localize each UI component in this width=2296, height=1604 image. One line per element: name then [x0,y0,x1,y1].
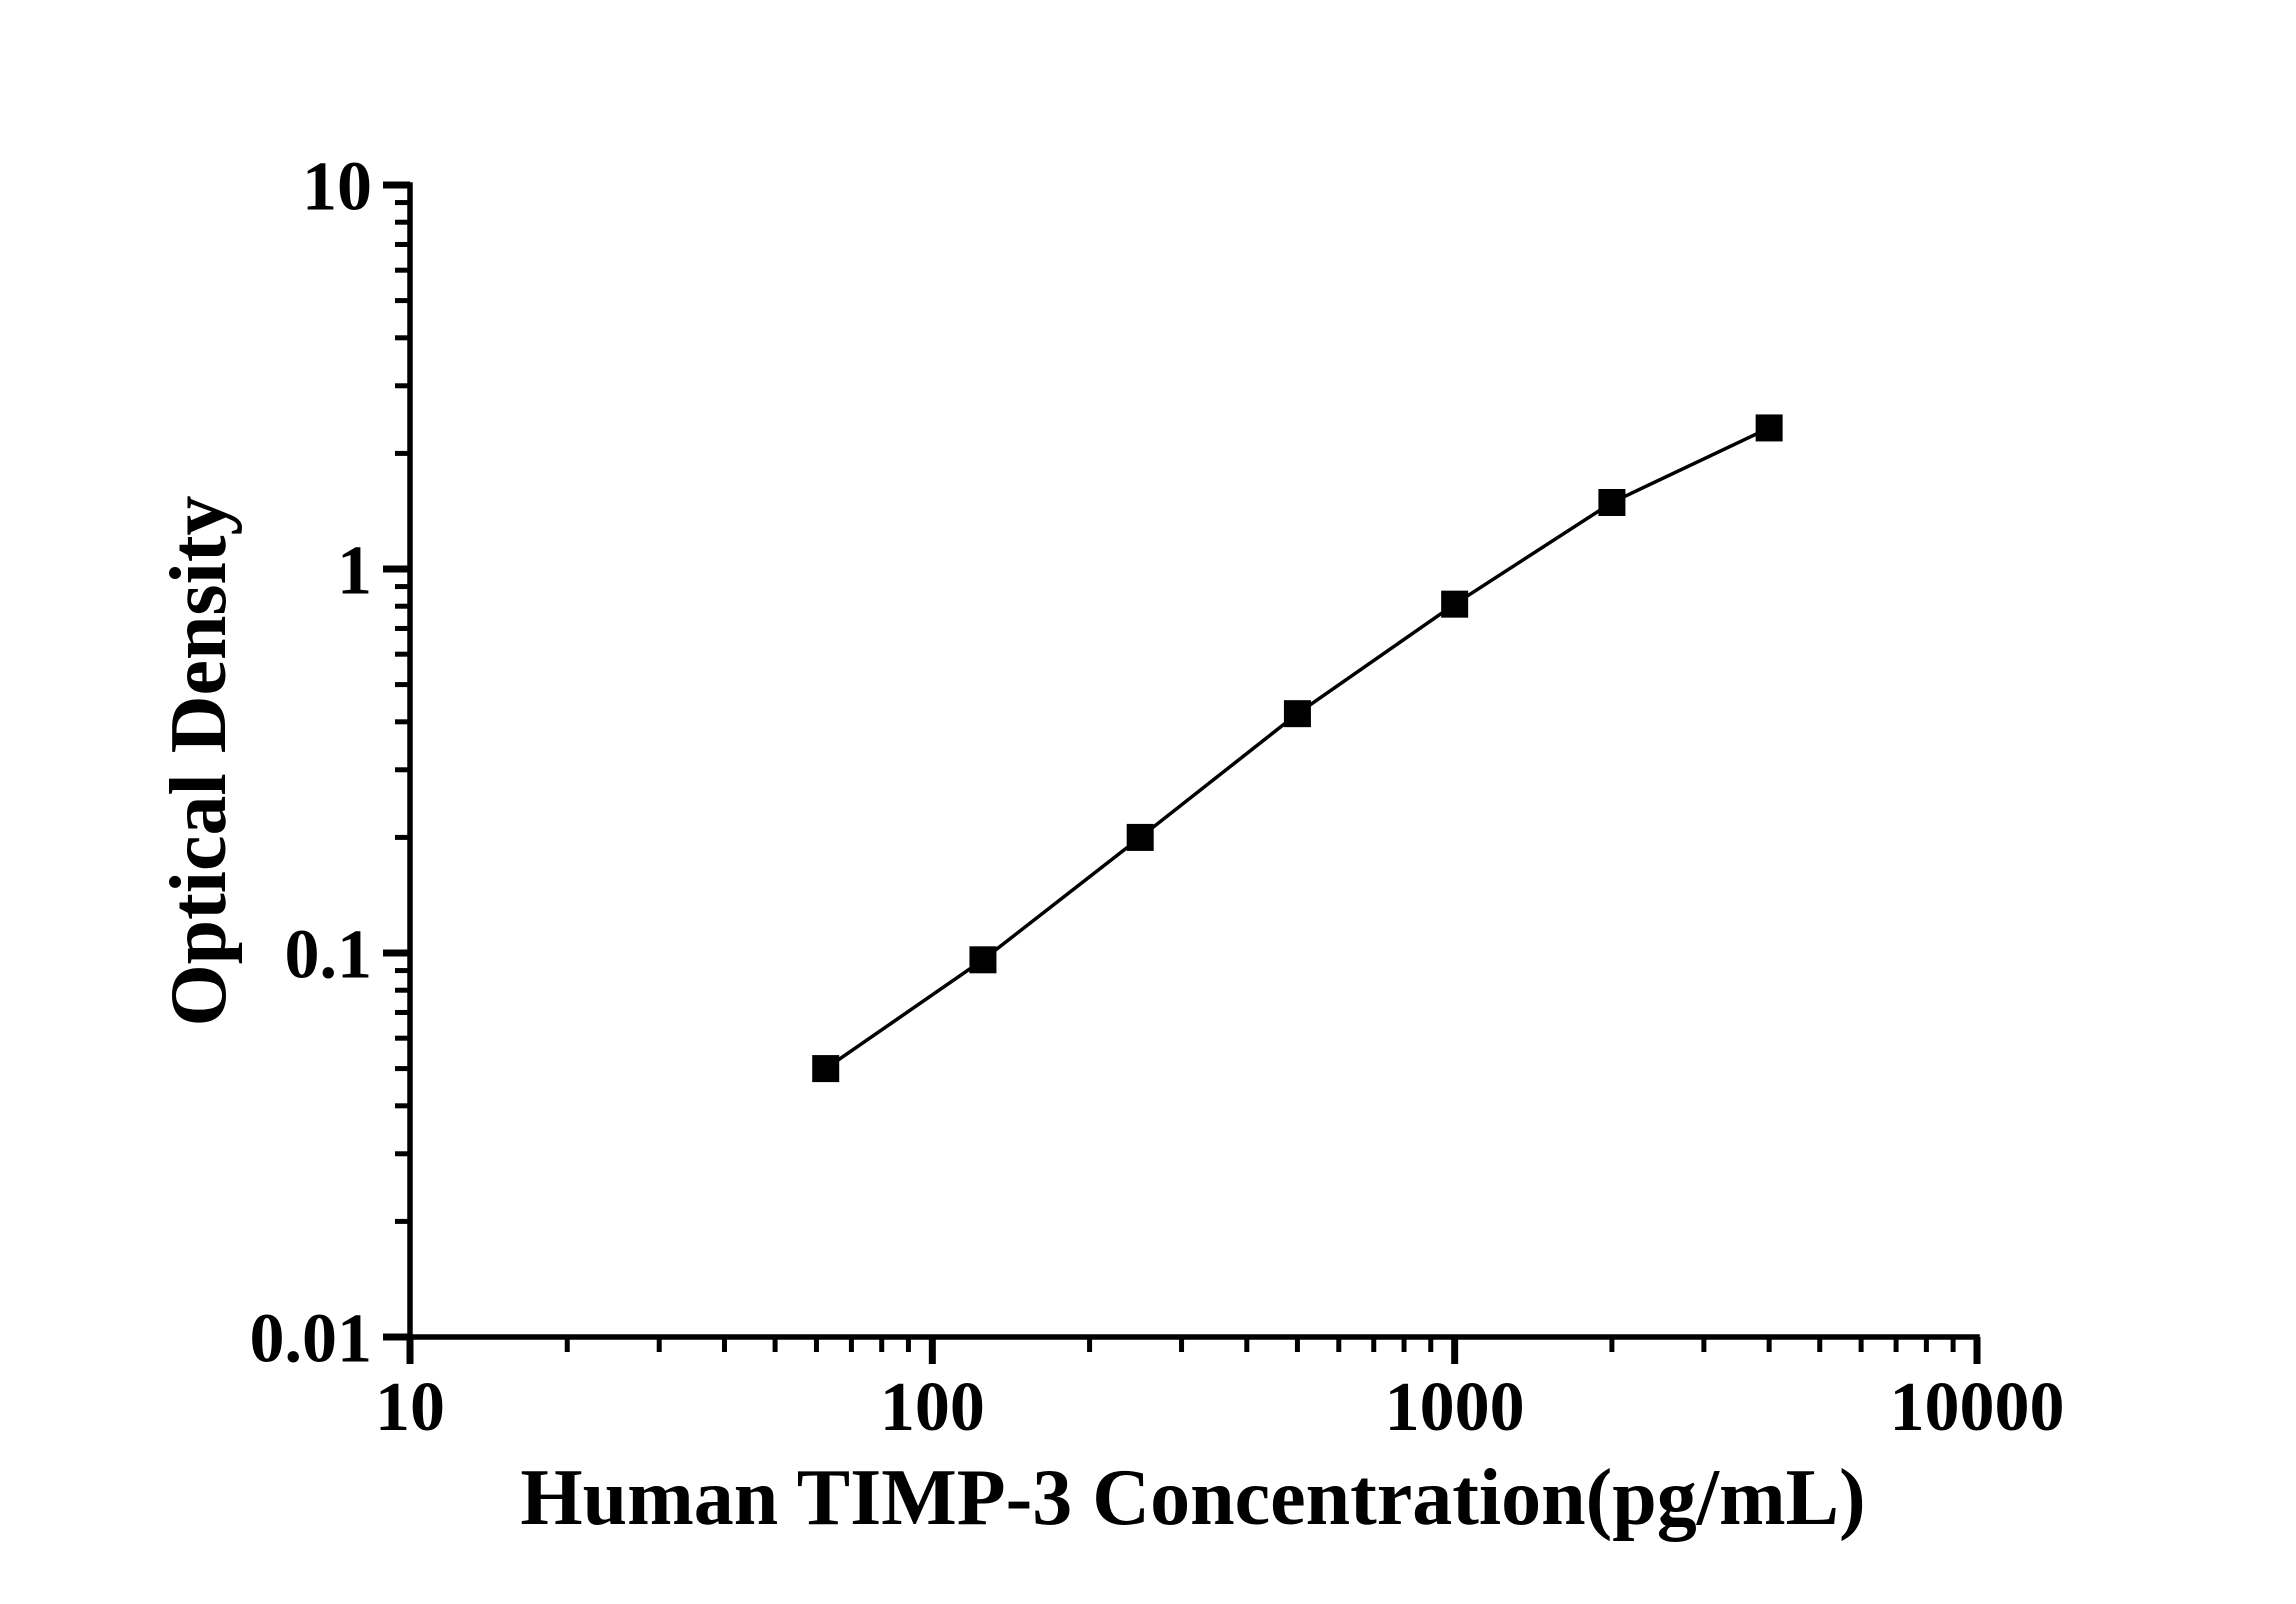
series-line [824,426,1770,1071]
x-tick-label: 10000 [1890,1369,2065,1446]
data-point-marker [1126,823,1154,851]
x-axis-title: Human TIMP-3 Concentration(pg/mL) [520,1454,1865,1542]
y-tick-label: 0.1 [285,917,373,994]
y-tick-label: 10 [302,149,372,226]
axes [407,182,1980,1340]
data-point-marker [812,1055,840,1083]
data-point-marker [1755,414,1783,442]
data-point-marker [969,946,997,974]
axis-ticks [383,181,1981,1364]
x-tick-label: 100 [880,1369,985,1446]
axis-lines [407,182,1980,1340]
x-tick-label: 10 [375,1369,445,1446]
y-tick-label: 1 [337,533,372,610]
data-point-marker [1598,488,1626,516]
data-series [812,414,1783,1083]
data-point-marker [1283,700,1311,728]
tick-labels: 10 100 1000 10000 0.01 0.1 1 10 [250,149,2065,1447]
data-point-marker [1441,590,1469,618]
x-tick-label: 1000 [1385,1369,1525,1446]
y-axis-title: Optical Density [155,495,243,1026]
y-tick-label: 0.01 [250,1301,373,1378]
